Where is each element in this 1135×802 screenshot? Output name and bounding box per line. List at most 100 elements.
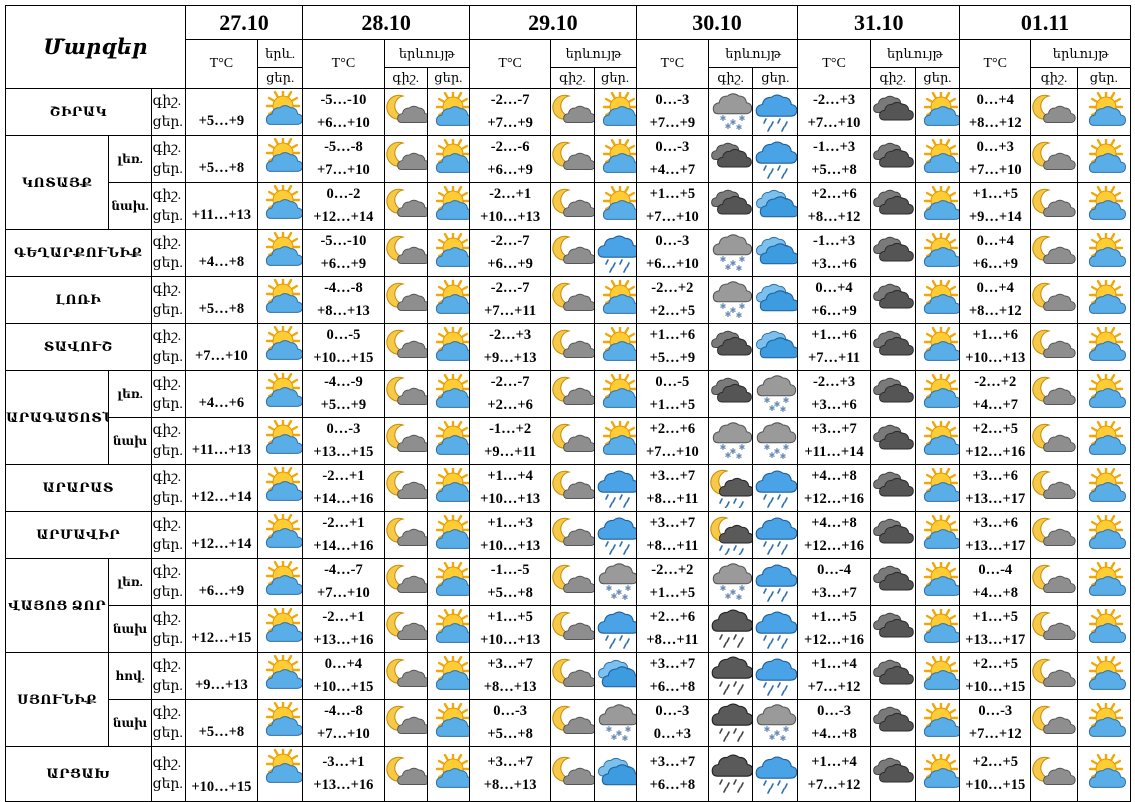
sun-cloud-icon bbox=[914, 746, 961, 802]
day-label: ցեր. bbox=[152, 256, 183, 271]
temperature-cell: +3…+7 +8…+13 bbox=[468, 746, 552, 802]
night-temperature: +3…+7 bbox=[649, 656, 696, 672]
temperature-cell: -3…+1 +13…+16 bbox=[302, 746, 385, 802]
temperature-cell: +1…+5 +7…+10 bbox=[635, 182, 710, 230]
sun-cloud-icon bbox=[426, 229, 470, 277]
dark-rain-icon bbox=[707, 652, 754, 700]
day-subheader: ցեր. bbox=[426, 67, 470, 89]
moon-cloud-icon bbox=[1030, 746, 1078, 802]
day-temperature: +5…+8 bbox=[198, 160, 245, 176]
night-temperature: +2…+6 bbox=[649, 609, 696, 625]
sun-cloud-icon bbox=[914, 652, 961, 700]
snow-cloud-icon: ✱ ✱ ✱ ✱ ✱ bbox=[752, 417, 799, 465]
night-temperature: +4…+8 bbox=[811, 515, 857, 531]
moon-cloud-icon bbox=[383, 135, 428, 183]
temperature-cell: 0…+4 +10…+15 bbox=[302, 652, 385, 700]
moon-cloud-icon bbox=[550, 417, 595, 465]
moon-cloud-icon bbox=[1030, 370, 1078, 418]
blue-cloud-icon bbox=[752, 276, 799, 324]
day-subheader: ցեր. bbox=[914, 67, 961, 89]
day-temperature: +9…+13 bbox=[483, 350, 537, 366]
svg-text:✱: ✱ bbox=[769, 404, 776, 413]
region-name: ԱՐՑԱԽ bbox=[5, 746, 152, 802]
sun-cloud-icon bbox=[257, 182, 304, 230]
dark-cloud-icon bbox=[869, 88, 916, 136]
day-temperature: +10…+13 bbox=[965, 350, 1026, 366]
day-temperature: +4…+8 bbox=[972, 585, 1018, 601]
subregion-label: նախ bbox=[108, 605, 152, 653]
night-temperature: +3…+7 bbox=[649, 754, 696, 770]
forecast-table: Մարզեր 27.10 28.10 29.10 30.10 31.10 01.11 T°C ե… bbox=[4, 5, 1132, 802]
day-temperature: +13…+17 bbox=[965, 632, 1026, 648]
temperature-cell: 0…+4 +6…+9 bbox=[797, 276, 871, 324]
svg-text:✱: ✱ bbox=[736, 452, 743, 461]
night-temperature: 0…-4 bbox=[978, 562, 1013, 578]
sun-cloud-icon bbox=[426, 605, 470, 653]
region-row: նախ գիշ. ցեր. +5…+8 -4…-8 +7…+10 0…-3 +5… bbox=[6, 699, 1132, 747]
day-temperature: +12…+16 bbox=[965, 444, 1026, 460]
svg-text:✱: ✱ bbox=[605, 584, 612, 593]
day-label: ցեր. bbox=[152, 209, 183, 224]
snow-cloud-icon: ✱ ✱ ✱ ✱ ✱ bbox=[707, 88, 754, 136]
moon-cloud-icon bbox=[383, 746, 428, 802]
temperature-cell: +1…+4 +7…+12 bbox=[797, 652, 871, 700]
night-temperature: 0…-3 bbox=[655, 139, 690, 155]
svg-text:✱: ✱ bbox=[764, 396, 771, 405]
temperature-cell: +1…+3 +10…+13 bbox=[468, 511, 552, 559]
region-row: ԱՐԱԳԱԾՈՏՆ լեռ. գիշ. ցեր. +4…+6 -4…-9 +5…+… bbox=[4, 370, 1132, 465]
sun-cloud-icon bbox=[426, 417, 470, 465]
night-temperature: -2…+3 bbox=[813, 374, 856, 390]
temperature-cell: 0…-3 +6…+10 bbox=[635, 229, 710, 277]
day-temperature: +8…+11 bbox=[646, 538, 699, 554]
day-temperature: +7…+11 bbox=[808, 350, 861, 366]
moon-cloud-icon bbox=[1030, 229, 1078, 277]
day-temperature: +6…+9 bbox=[320, 256, 367, 272]
night-temperature: -2…-7 bbox=[490, 233, 530, 249]
day-temperature: +12…+14 bbox=[191, 489, 252, 505]
snow-cloud-icon: ✱ ✱ ✱ ✱ ✱ bbox=[707, 417, 754, 465]
temperature-cell: 0…-4 +4…+8 bbox=[959, 558, 1032, 606]
night-label: գիշ. bbox=[152, 756, 182, 771]
day-temperature: +10…+13 bbox=[480, 491, 541, 507]
night-label: գիշ. bbox=[152, 235, 182, 250]
dark-cloud-icon bbox=[707, 135, 754, 183]
night-temperature: +1…+4 bbox=[811, 754, 857, 770]
day-label: ցեր. bbox=[152, 444, 183, 459]
sun-cloud-icon bbox=[593, 182, 637, 230]
day-label: ցեր. bbox=[152, 632, 183, 647]
snow-cloud-icon: ✱ ✱ ✱ ✱ ✱ bbox=[707, 276, 754, 324]
sun-cloud-icon bbox=[593, 417, 637, 465]
day-label: ցեր. bbox=[152, 679, 183, 694]
day-temperature: +10…+15 bbox=[965, 679, 1026, 695]
svg-text:✱: ✱ bbox=[730, 447, 737, 456]
day-temperature: +7…+10 bbox=[645, 444, 699, 460]
time-of-day: գիշ. ցեր. bbox=[150, 370, 186, 418]
day-temperature: +3…+6 bbox=[811, 256, 857, 272]
temperature-cell: -2…-7 +7…+9 bbox=[468, 88, 552, 136]
svg-text:✱: ✱ bbox=[764, 443, 771, 452]
svg-text:✱: ✱ bbox=[736, 264, 743, 273]
date-header: 28.10 bbox=[302, 5, 470, 40]
temperature-cell: +6…+9 bbox=[184, 558, 259, 606]
rain-cloud-icon bbox=[593, 605, 637, 653]
temperature-cell: +5…+8 bbox=[184, 135, 259, 183]
temperature-cell: 0…-3 +7…+9 bbox=[635, 88, 710, 136]
night-temperature: -1…+3 bbox=[813, 139, 856, 155]
svg-text:✱: ✱ bbox=[720, 255, 727, 264]
moon-cloud-icon bbox=[1030, 605, 1078, 653]
temperature-cell: -2…+1 +10…+13 bbox=[468, 182, 552, 230]
night-temperature: 0…+4 bbox=[976, 233, 1014, 249]
night-temperature: -2…+2 bbox=[974, 374, 1017, 390]
night-temperature: -2…-6 bbox=[490, 139, 530, 155]
night-temperature: -5…-10 bbox=[320, 233, 367, 249]
night-temperature: +2…+5 bbox=[972, 656, 1018, 672]
moon-cloud-icon bbox=[550, 88, 595, 136]
svg-text:✱: ✱ bbox=[605, 725, 612, 734]
svg-text:✱: ✱ bbox=[610, 733, 617, 742]
moon-cloud-icon bbox=[1030, 88, 1078, 136]
temperature-cell: +1…+4 +10…+13 bbox=[468, 464, 552, 512]
temp-column-header: T°C bbox=[302, 39, 385, 89]
moon-cloud-icon bbox=[1030, 464, 1078, 512]
day-temperature: +12…+14 bbox=[313, 209, 374, 225]
night-label: գիշ. bbox=[152, 564, 182, 579]
